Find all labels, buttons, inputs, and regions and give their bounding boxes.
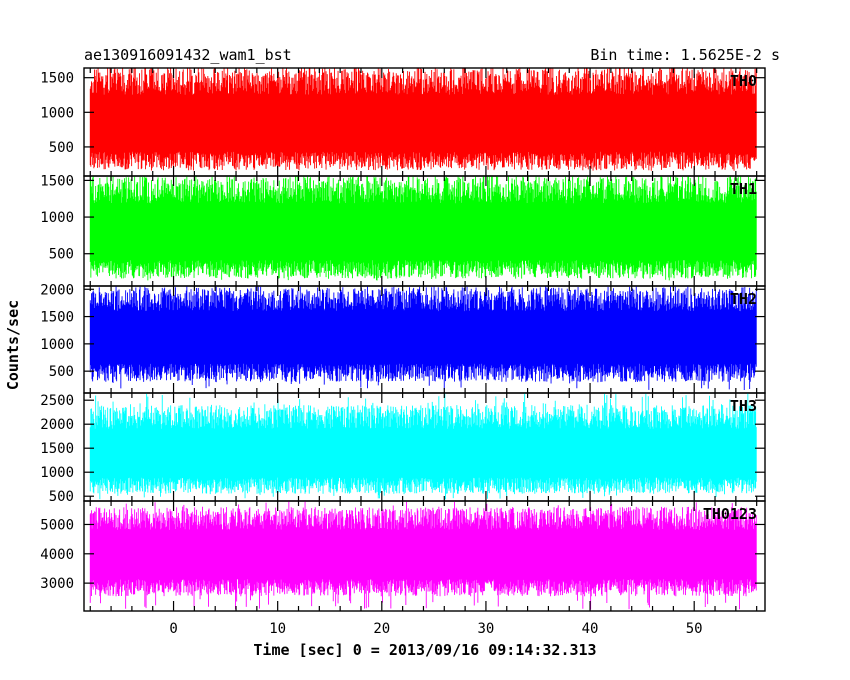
panel-label-th0: TH0 [730,72,757,90]
y-tick-label: 1500 [40,173,74,189]
panel-label-th2: TH2 [730,290,757,308]
panel-th2: 500 1000 1500 2000 TH2 [40,282,766,394]
y-tick-label: 500 [49,364,74,380]
panel-label-th0123: TH0123 [703,505,757,523]
y-tick-label: 500 [49,247,74,263]
y-tick-label: 1500 [40,441,74,457]
series-line-th0123 [89,501,757,610]
panel-th0123: 3000 4000 5000 TH0123 [40,500,766,612]
panel-label-th3: TH3 [730,397,757,415]
y-tick-label: 2000 [40,282,74,298]
panel-th3: 500 1000 1500 2000 2500 TH3 [40,392,766,505]
series-line-th3 [89,393,757,500]
x-tick-label: 0 [169,621,177,637]
y-tick-label: 500 [49,140,74,156]
x-tick-label: 50 [686,621,703,637]
y-tick-label: 1000 [40,337,74,353]
panel-label-th1: TH1 [730,180,757,198]
x-tick-label: 30 [478,621,495,637]
series-line-th0 [89,68,757,171]
series-line-th1 [89,176,757,281]
y-tick-label: 2500 [40,393,74,409]
panel-th1: 500 1000 1500 TH1 [40,173,766,287]
x-axis-label: Time [sec] 0 = 2013/09/16 09:14:32.313 [253,641,596,659]
y-tick-label: 1500 [40,310,74,326]
y-tick-label: 3000 [40,576,74,592]
panel-frame [83,500,766,612]
y-tick-label: 5000 [40,517,74,533]
y-tick-label: 1500 [40,71,74,87]
y-tick-label: 1000 [40,465,74,481]
x-tick-label: 10 [269,621,286,637]
bin-time-label: Bin time: 1.5625E-2 s [590,46,780,64]
y-tick-label: 2000 [40,417,74,433]
y-tick-label: 1000 [40,210,74,226]
y-tick-label: 1000 [40,105,74,121]
series-line-th2 [89,286,757,390]
y-tick-label: 4000 [40,547,74,563]
x-tick-label: 40 [582,621,599,637]
x-tick-label: 20 [373,621,390,637]
y-tick-label: 500 [49,489,74,505]
chart-title: ae130916091432_wam1_bst [84,46,292,64]
panel-th0: 500 1000 1500 TH0 [40,67,766,177]
y-axis-label: Counts/sec [4,300,22,390]
